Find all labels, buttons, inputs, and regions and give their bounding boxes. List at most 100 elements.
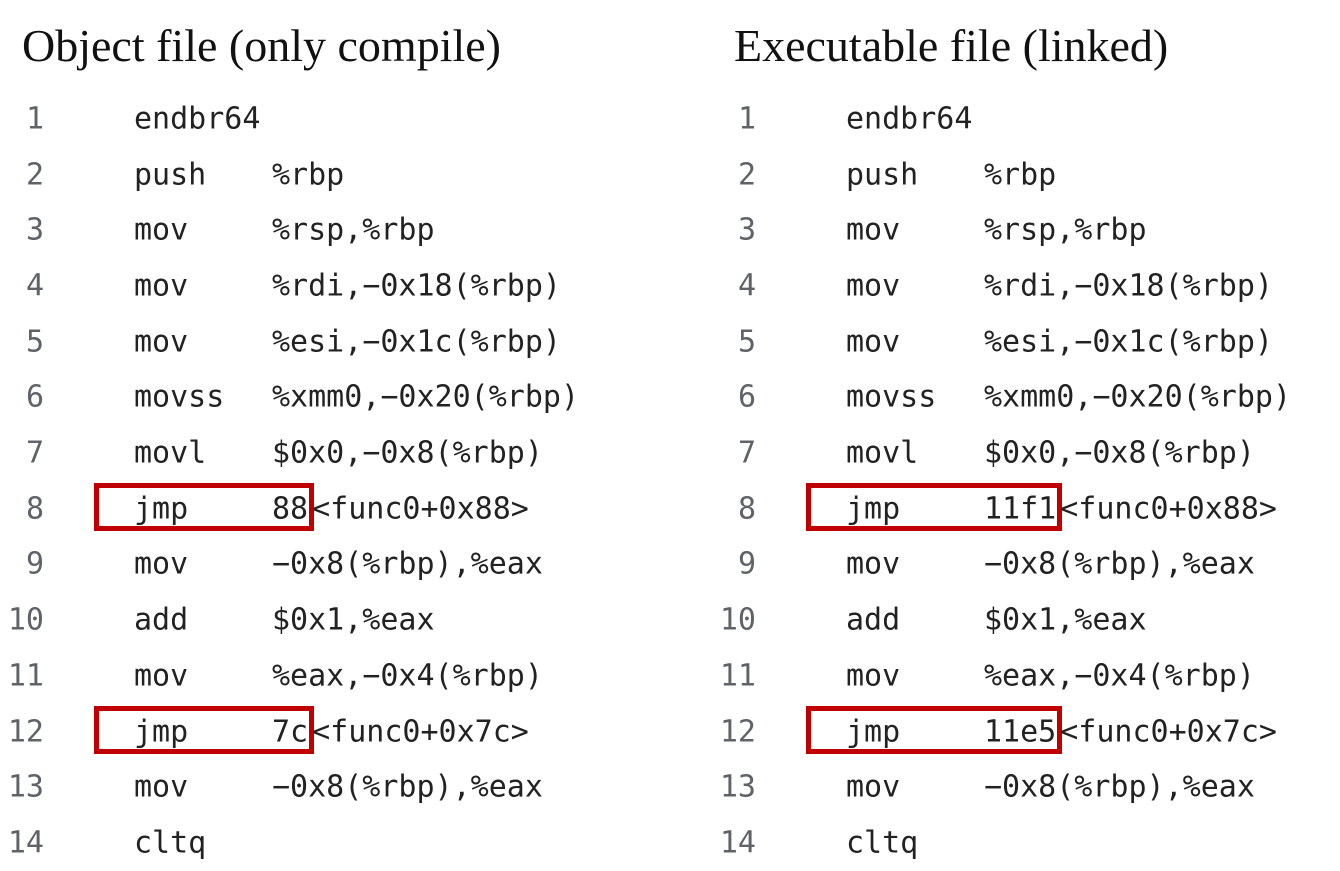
instruction-mnemonic: mov xyxy=(846,769,901,805)
code-line: 8 jmp 88 <func0+0x88> xyxy=(0,481,640,537)
line-number: 14 xyxy=(719,825,756,861)
line-number: 14 xyxy=(7,825,44,861)
code-line: 10 add $0x1,%eax xyxy=(712,592,1340,648)
line-number: 10 xyxy=(719,602,756,638)
line-number: 11 xyxy=(7,658,44,694)
code-line: 4 mov %rdi,−0x18(%rbp) xyxy=(0,258,640,314)
line-number: 2 xyxy=(737,157,756,193)
operand-text: −0x8(%rbp),%eax xyxy=(272,546,543,582)
line-number: 1 xyxy=(737,101,756,137)
instruction-operands: 11e5 <func0+0x7c> xyxy=(984,714,1277,749)
code-line: 12 jmp 7c <func0+0x7c> xyxy=(0,704,640,760)
operand-text: −0x8(%rbp),%eax xyxy=(984,546,1255,582)
instruction-operands: %rbp xyxy=(984,157,1056,192)
operand-text: %rsp,%rbp xyxy=(984,212,1147,248)
code-line: 14 cltq xyxy=(0,815,640,871)
instruction-mnemonic: add xyxy=(846,602,901,638)
line-number: 9 xyxy=(737,546,756,582)
instruction-mnemonic: movl xyxy=(134,435,207,471)
instruction-mnemonic: endbr64 xyxy=(134,101,261,137)
line-number: 6 xyxy=(25,379,44,415)
instruction-operands: 11f1 <func0+0x88> xyxy=(984,491,1277,526)
line-number: 9 xyxy=(25,546,44,582)
code-line: 9 mov −0x8(%rbp),%eax xyxy=(712,537,1340,593)
code-line: 2 push %rbp xyxy=(0,147,640,203)
line-number: 1 xyxy=(25,101,44,137)
instruction-operands: %xmm0,−0x20(%rbp) xyxy=(272,380,579,415)
line-number: 6 xyxy=(737,379,756,415)
instruction-operands: %esi,−0x1c(%rbp) xyxy=(984,324,1273,359)
instruction-mnemonic: add xyxy=(134,602,189,638)
symbol-annotation: <func0+0x88> xyxy=(312,491,529,527)
jump-target-highlight-box xyxy=(94,705,315,754)
operand-text: %eax,−0x4(%rbp) xyxy=(984,658,1255,694)
code-line: 14 cltq xyxy=(712,815,1340,871)
instruction-mnemonic: mov xyxy=(134,268,189,304)
line-number: 8 xyxy=(25,491,44,527)
operand-text: %rdi,−0x18(%rbp) xyxy=(984,268,1273,304)
code-line: 10 add $0x1,%eax xyxy=(0,592,640,648)
code-line: 6 movss %xmm0,−0x20(%rbp) xyxy=(712,370,1340,426)
executable-file-title: Executable file (linked) xyxy=(734,20,1169,71)
instruction-mnemonic: mov xyxy=(846,212,901,248)
code-line: 4 mov %rdi,−0x18(%rbp) xyxy=(712,258,1340,314)
code-line: 1 endbr64 xyxy=(0,91,640,147)
operand-text: %xmm0,−0x20(%rbp) xyxy=(272,379,580,415)
operand-text: %rdi,−0x18(%rbp) xyxy=(272,268,561,304)
instruction-operands: %rsp,%rbp xyxy=(984,213,1147,248)
instruction-mnemonic: mov xyxy=(846,546,901,582)
line-number: 3 xyxy=(737,212,756,248)
instruction-mnemonic: movl xyxy=(846,435,919,471)
operand-text: 88 xyxy=(272,491,309,527)
instruction-mnemonic: movss xyxy=(134,379,225,415)
instruction-operands: %rsp,%rbp xyxy=(272,213,435,248)
code-line: 7 movl $0x0,−0x8(%rbp) xyxy=(712,425,1340,481)
instruction-operands: %esi,−0x1c(%rbp) xyxy=(272,324,561,359)
symbol-annotation: <func0+0x7c> xyxy=(1060,714,1277,750)
instruction-operands: 88 <func0+0x88> xyxy=(272,491,529,526)
code-line: 13 mov −0x8(%rbp),%eax xyxy=(712,759,1340,815)
jump-target-highlight-box xyxy=(806,705,1063,754)
code-line: 13 mov −0x8(%rbp),%eax xyxy=(0,759,640,815)
instruction-mnemonic: mov xyxy=(846,268,901,304)
instruction-mnemonic: jmp xyxy=(846,491,901,527)
instruction-operands: −0x8(%rbp),%eax xyxy=(984,547,1255,582)
instruction-operands: %rdi,−0x18(%rbp) xyxy=(984,268,1273,303)
instruction-operands: %rdi,−0x18(%rbp) xyxy=(272,268,561,303)
code-line: 12 jmp 11e5 <func0+0x7c> xyxy=(712,704,1340,760)
operand-text: $0x0,−0x8(%rbp) xyxy=(984,435,1255,471)
code-line: 7 movl $0x0,−0x8(%rbp) xyxy=(0,425,640,481)
instruction-operands: %eax,−0x4(%rbp) xyxy=(272,658,543,693)
line-number: 4 xyxy=(25,268,44,304)
line-number: 13 xyxy=(719,769,756,805)
instruction-mnemonic: cltq xyxy=(846,825,919,861)
instruction-operands: −0x8(%rbp),%eax xyxy=(272,770,543,805)
symbol-annotation: <func0+0x88> xyxy=(1060,491,1277,527)
line-number: 3 xyxy=(25,212,44,248)
instruction-operands: $0x1,%eax xyxy=(984,603,1147,638)
object-file-title: Object file (only compile) xyxy=(22,20,502,71)
line-number: 11 xyxy=(719,658,756,694)
instruction-operands: $0x1,%eax xyxy=(272,603,435,638)
instruction-mnemonic: mov xyxy=(846,658,901,694)
line-number: 5 xyxy=(737,324,756,360)
line-number: 8 xyxy=(737,491,756,527)
line-number: 12 xyxy=(7,714,44,750)
instruction-mnemonic: jmp xyxy=(134,491,189,527)
instruction-operands: $0x0,−0x8(%rbp) xyxy=(984,436,1255,471)
instruction-mnemonic: mov xyxy=(134,769,189,805)
line-number: 10 xyxy=(7,602,44,638)
line-number: 7 xyxy=(25,435,44,471)
code-line: 3 mov %rsp,%rbp xyxy=(712,202,1340,258)
line-number: 4 xyxy=(737,268,756,304)
instruction-mnemonic: movss xyxy=(846,379,937,415)
operand-text: 7c xyxy=(272,714,309,750)
instruction-mnemonic: mov xyxy=(846,324,901,360)
instruction-operands: %xmm0,−0x20(%rbp) xyxy=(984,380,1291,415)
operand-text: %rbp xyxy=(272,157,345,193)
instruction-mnemonic: mov xyxy=(134,212,189,248)
code-line: 5 mov %esi,−0x1c(%rbp) xyxy=(0,314,640,370)
operand-text: $0x1,%eax xyxy=(272,602,435,638)
jump-target-highlight-box xyxy=(806,482,1063,531)
operand-text: %rbp xyxy=(984,157,1057,193)
